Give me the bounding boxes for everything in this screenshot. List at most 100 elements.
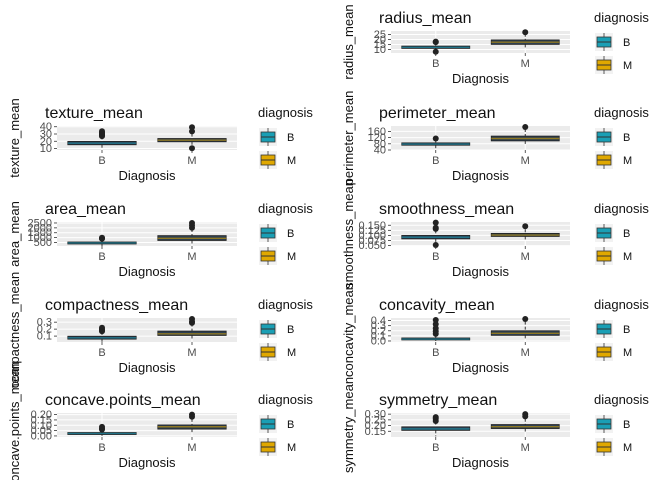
panel-title: area_mean	[45, 201, 126, 218]
y-axis-label: concavity_mean	[341, 283, 356, 377]
y-tick-label: 10	[374, 44, 386, 56]
box-M	[157, 411, 227, 434]
y-axis-label: symmetry_mean	[341, 377, 356, 473]
y-tick-label: 0.2	[371, 325, 386, 337]
x-tick-label: B	[432, 155, 439, 167]
y-tick-label: 0.15	[365, 426, 386, 438]
legend: diagnosis BM	[594, 392, 649, 456]
panel-concave.points_mean: 0.000.050.100.150.20B Mconcave.points_mea…	[7, 362, 313, 480]
y-tick-label: 0.2	[37, 324, 52, 336]
outlier-point	[432, 48, 439, 55]
box-B	[401, 38, 471, 55]
box-B	[401, 317, 471, 341]
y-tick-label: 120	[368, 132, 386, 144]
x-tick-label: B	[432, 58, 439, 70]
y-tick-label: 0.3	[371, 320, 386, 332]
y-tick-label: 0.075	[358, 235, 386, 247]
legend-item-label: M	[623, 251, 632, 263]
legend-item-label: B	[623, 419, 630, 431]
outlier-point	[432, 39, 439, 46]
outlier-point	[522, 223, 529, 230]
legend-item-label: B	[623, 228, 630, 240]
y-tick-label: 0.30	[365, 409, 386, 421]
y-tick-label: 0.1	[371, 330, 386, 342]
legend-item-label: M	[623, 347, 632, 359]
legend: diagnosis BM	[594, 10, 649, 74]
x-tick-label: M	[521, 251, 530, 263]
x-axis-label: Diagnosis	[452, 360, 510, 375]
legend-item-label: M	[623, 60, 632, 72]
outlier-point	[189, 128, 195, 135]
y-tick-label: 2500	[28, 217, 52, 229]
y-tick-label: 0.05	[31, 425, 52, 437]
outlier-point	[432, 135, 439, 142]
x-axis-label: Diagnosis	[452, 168, 510, 183]
legend: diagnosis BM	[258, 105, 313, 169]
legend-title: diagnosis	[258, 105, 313, 120]
panel-title: perimeter_mean	[379, 105, 496, 122]
box-M	[490, 316, 560, 340]
x-tick-label: B	[98, 347, 105, 359]
panel-title: texture_mean	[45, 105, 143, 122]
box-B	[401, 414, 471, 437]
legend-title: diagnosis	[258, 297, 313, 312]
outlier-point	[189, 124, 195, 131]
box-B	[401, 219, 471, 248]
panel-concavity_mean: 0.00.10.20.30.4B Mconcavity_meanDiagnosis…	[341, 283, 649, 377]
panel-title: symmetry_mean	[379, 392, 497, 409]
x-tick-label: B	[98, 251, 105, 263]
legend: diagnosis BM	[594, 297, 649, 361]
legend: diagnosis BM	[258, 297, 313, 361]
legend-title: diagnosis	[594, 105, 649, 120]
box-M	[157, 316, 227, 340]
x-tick-label: B	[98, 442, 105, 454]
outlier-point	[432, 219, 439, 226]
legend-item-label: B	[287, 228, 294, 240]
panel-symmetry_mean: 0.150.200.250.30B Msymmetry_meanDiagnosis…	[341, 377, 649, 473]
x-tick-label: M	[187, 442, 196, 454]
panel-compactness_mean: 0.10.20.3B Mcompactness_meanDiagnosiscomp…	[7, 272, 313, 388]
y-tick-label: 20	[40, 136, 52, 148]
y-tick-label: 0.050	[358, 240, 386, 252]
legend: diagnosis BM	[258, 201, 313, 265]
x-axis-label: Diagnosis	[118, 168, 176, 183]
y-tick-label: 20	[374, 34, 386, 46]
outlier-point	[99, 234, 105, 241]
box-M	[157, 219, 227, 244]
y-axis-label: texture_mean	[7, 98, 22, 178]
y-tick-label: 0.25	[365, 414, 386, 426]
panel-title: compactness_mean	[45, 297, 188, 314]
x-tick-label: M	[521, 155, 530, 167]
y-tick-label: 80	[374, 138, 386, 150]
outlier-point	[522, 29, 529, 36]
x-tick-label: M	[187, 347, 196, 359]
outlier-point	[522, 411, 529, 418]
box-B	[67, 324, 137, 342]
y-axis-label: smoothness_mean	[341, 179, 356, 289]
y-axis-label: compactness_mean	[7, 272, 22, 388]
panel-title: smoothness_mean	[379, 201, 514, 218]
x-tick-label: M	[521, 347, 530, 359]
y-tick-label: 1500	[28, 227, 52, 239]
y-tick-label: 0.100	[358, 230, 386, 242]
y-tick-label: 15	[374, 39, 386, 51]
outlier-point	[432, 241, 439, 248]
box-M	[490, 223, 560, 241]
legend-title: diagnosis	[258, 392, 313, 407]
y-tick-label: 30	[40, 129, 52, 141]
outlier-point	[522, 124, 529, 131]
legend: diagnosis BM	[594, 201, 649, 265]
outlier-point	[189, 411, 195, 418]
legend-title: diagnosis	[594, 201, 649, 216]
x-tick-label: M	[521, 442, 530, 454]
x-axis-label: Diagnosis	[452, 264, 510, 279]
x-tick-label: B	[432, 347, 439, 359]
outlier-point	[189, 145, 195, 152]
x-axis-label: Diagnosis	[118, 360, 176, 375]
x-tick-label: M	[187, 155, 196, 167]
box-M	[490, 124, 560, 146]
